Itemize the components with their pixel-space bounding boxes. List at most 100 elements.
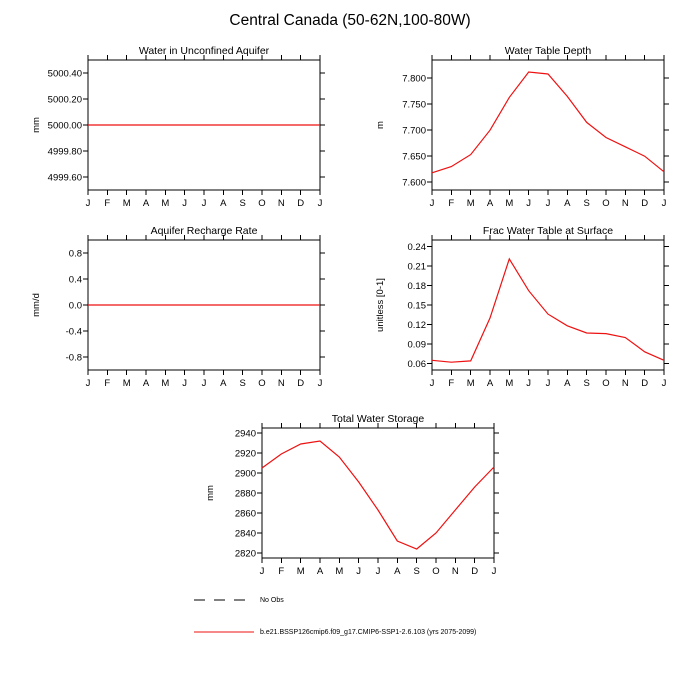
svg-text:unitless [0-1]: unitless [0-1] [375,278,386,332]
svg-text:5000.00: 5000.00 [48,121,82,132]
svg-text:N: N [452,566,459,577]
svg-text:5000.40: 5000.40 [48,69,82,80]
svg-text:N: N [278,198,285,209]
svg-text:J: J [546,198,551,209]
svg-text:J: J [662,198,667,209]
svg-text:J: J [430,198,435,209]
svg-text:A: A [487,378,494,389]
svg-text:0.21: 0.21 [408,262,427,273]
svg-text:m: m [375,121,386,129]
svg-text:D: D [471,566,478,577]
svg-text:Aquifer Recharge Rate: Aquifer Recharge Rate [151,225,258,237]
svg-text:M: M [123,378,131,389]
svg-text:O: O [258,378,265,389]
svg-text:D: D [297,378,304,389]
svg-text:F: F [104,198,110,209]
svg-text:F: F [448,198,454,209]
svg-text:0.15: 0.15 [408,301,427,312]
no-obs-label: No Obs [260,596,284,604]
svg-text:-0.4: -0.4 [66,327,82,338]
svg-text:D: D [641,198,648,209]
svg-text:M: M [297,566,305,577]
svg-text:Frac Water Table at Surface: Frac Water Table at Surface [483,225,613,237]
svg-text:D: D [641,378,648,389]
svg-text:O: O [258,198,265,209]
chart-frac-water-table-surface: J F M A M J J A S O N D J0.060.090.120.150.180.210.2… [375,225,669,389]
svg-text:4999.60: 4999.60 [48,173,82,184]
svg-text:N: N [622,378,629,389]
svg-text:7.800: 7.800 [402,74,426,85]
svg-text:Total Water Storage: Total Water Storage [332,413,425,425]
svg-text:J: J [662,378,667,389]
svg-text:S: S [583,378,589,389]
svg-text:S: S [583,198,589,209]
svg-text:J: J [526,378,531,389]
svg-text:J: J [430,378,435,389]
svg-text:D: D [297,198,304,209]
svg-text:A: A [564,378,571,389]
svg-text:O: O [602,378,609,389]
svg-text:mm: mm [205,485,216,501]
no-obs-dashed-line-sample [194,599,254,601]
chart-water-unconfined-aquifer: J F M A M J J A S O N D J4999.604999.805000.005000.2… [31,45,325,209]
svg-text:mm/d: mm/d [31,293,42,317]
svg-text:F: F [448,378,454,389]
chart-total-water-storage: J F M A M J J A S O N D J282028402860288029002920294… [205,413,499,577]
svg-text:J: J [86,378,91,389]
svg-text:0.09: 0.09 [408,340,427,351]
svg-text:S: S [413,566,419,577]
svg-text:-0.8: -0.8 [66,353,82,364]
svg-text:2840: 2840 [235,529,256,540]
svg-text:2940: 2940 [235,429,256,440]
svg-text:F: F [104,378,110,389]
svg-text:J: J [202,378,207,389]
svg-text:J: J [182,198,187,209]
svg-text:0.12: 0.12 [408,320,427,331]
svg-text:M: M [505,378,513,389]
svg-text:M: M [335,566,343,577]
svg-text:A: A [394,566,401,577]
svg-text:0.4: 0.4 [69,275,82,286]
svg-text:M: M [467,378,475,389]
svg-text:2820: 2820 [235,549,256,560]
svg-text:2880: 2880 [235,489,256,500]
svg-text:2860: 2860 [235,509,256,520]
svg-text:A: A [564,198,571,209]
svg-text:0.06: 0.06 [408,359,427,370]
svg-text:M: M [123,198,131,209]
svg-text:J: J [376,566,381,577]
svg-text:A: A [220,378,227,389]
svg-text:J: J [492,566,497,577]
svg-text:S: S [239,378,245,389]
series-line-sample [194,631,254,633]
svg-text:O: O [432,566,439,577]
svg-text:J: J [526,198,531,209]
svg-text:M: M [467,198,475,209]
svg-text:Water in Unconfined Aquifer: Water in Unconfined Aquifer [139,45,270,57]
svg-text:A: A [317,566,324,577]
svg-text:0.0: 0.0 [69,301,82,312]
svg-text:mm: mm [31,117,42,133]
svg-text:A: A [143,378,150,389]
svg-text:2900: 2900 [235,469,256,480]
svg-text:5000.20: 5000.20 [48,95,82,106]
svg-text:J: J [260,566,265,577]
svg-text:J: J [182,378,187,389]
svg-text:7.650: 7.650 [402,152,426,163]
svg-text:J: J [546,378,551,389]
figure-title: Central Canada (50-62N,100-80W) [229,12,471,29]
series-label: b.e21.BSSP126cmip6.f09_g17.CMIP6-SSP1-2.… [260,628,477,636]
svg-text:O: O [602,198,609,209]
svg-text:S: S [239,198,245,209]
svg-text:2920: 2920 [235,449,256,460]
chart-water-table-depth: J F M A M J J A S O N D J7.6007.6507.7007.7507.800Wa… [375,45,669,209]
svg-text:N: N [278,378,285,389]
svg-text:7.600: 7.600 [402,178,426,189]
svg-text:Water Table Depth: Water Table Depth [505,45,592,57]
svg-text:J: J [86,198,91,209]
svg-text:N: N [622,198,629,209]
svg-text:A: A [143,198,150,209]
svg-text:M: M [161,198,169,209]
svg-text:J: J [202,198,207,209]
svg-text:F: F [278,566,284,577]
